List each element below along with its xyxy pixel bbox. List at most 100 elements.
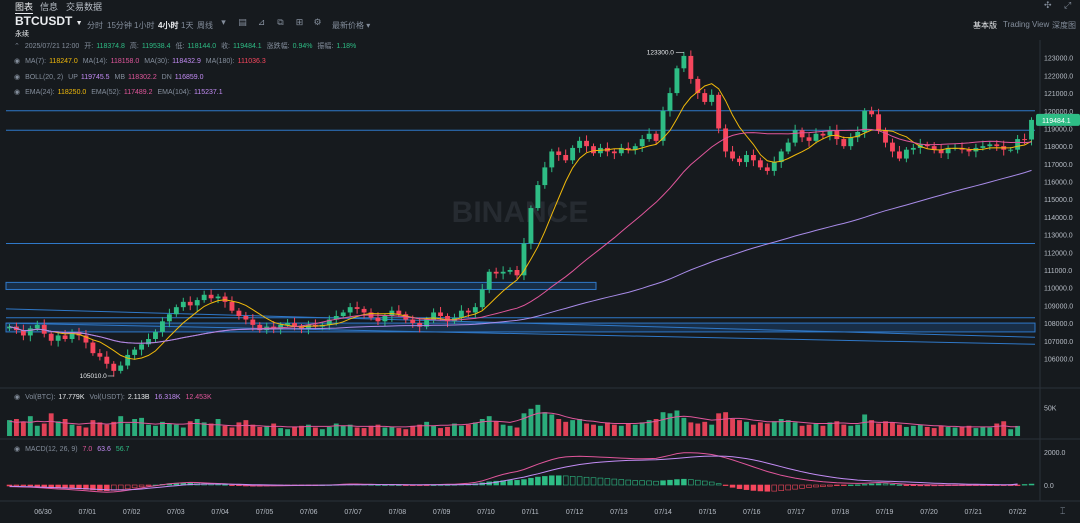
volume-bar	[528, 408, 534, 436]
volume-bar	[236, 422, 242, 436]
macd-bar	[556, 475, 562, 486]
interval-1w[interactable]: 周线	[197, 21, 213, 30]
scale-reset-icon[interactable]: ⌶	[1060, 506, 1066, 516]
candle-type-icon[interactable]: ⧉	[277, 17, 284, 27]
volume-bar	[674, 410, 680, 436]
candle-body	[695, 78, 701, 94]
basic-view-button[interactable]: 基本版	[973, 21, 997, 30]
interval-1h[interactable]: 1小时	[134, 21, 155, 30]
x-tick-label: 07/01	[79, 509, 97, 516]
tab-chart[interactable]: 图表	[15, 2, 34, 14]
symbol-title[interactable]: BTCUSDT ▼	[15, 14, 83, 28]
volume-bar	[1008, 429, 1014, 436]
candle-body	[20, 330, 26, 336]
candle-body	[215, 296, 221, 299]
candle-body	[577, 140, 583, 148]
macd-bar	[34, 484, 41, 487]
candle-body	[764, 167, 770, 171]
candle-body	[354, 307, 360, 309]
candle-body	[778, 151, 784, 163]
x-tick-label: 07/05	[256, 509, 274, 516]
macd-bar	[688, 479, 694, 486]
volume-bar	[452, 423, 457, 436]
fullscreen-icon[interactable]: ⤢	[1064, 0, 1072, 10]
interval-1d[interactable]: 1天	[181, 21, 194, 30]
macd-bar	[841, 484, 847, 486]
candle-body	[785, 142, 791, 152]
y-tick-label: 123000.0	[1044, 56, 1073, 63]
volume-bar	[62, 419, 68, 436]
macd-bar	[896, 484, 903, 486]
chevron-down-icon[interactable]: ▼	[75, 20, 83, 27]
candle-body	[306, 324, 311, 329]
candle-body	[417, 323, 423, 327]
indicator-icon[interactable]: ▤	[238, 17, 247, 27]
volume-bar	[945, 426, 951, 436]
volume-bar	[1001, 421, 1007, 436]
candle-body	[208, 294, 214, 299]
volume-bar	[55, 421, 61, 436]
more-intervals-icon[interactable]: ▾	[221, 17, 226, 27]
candle-body	[584, 140, 589, 147]
macd-bar	[660, 480, 666, 486]
drawing-tools-icon[interactable]: ⊿	[257, 17, 266, 27]
volume-bar	[139, 417, 145, 436]
volume-bar	[166, 423, 172, 436]
macd-bar	[785, 484, 791, 491]
volume-bar	[563, 421, 569, 436]
volume-bar	[632, 424, 638, 436]
macd-legend: ◉ MACD(12, 26, 9) 7.0 63.6 56.7	[14, 446, 130, 453]
eye-icon[interactable]: ◉	[14, 446, 21, 453]
candle-body	[938, 149, 944, 154]
candle-body	[146, 339, 151, 345]
depth-chart-button[interactable]: 深度图	[1052, 21, 1076, 30]
candle-body	[160, 321, 165, 332]
candle-body	[521, 243, 527, 276]
volume-bar	[980, 426, 986, 436]
candle-body	[222, 296, 228, 302]
candle-body	[132, 349, 138, 355]
interval-15m[interactable]: 15分钟	[107, 21, 132, 30]
eye-icon[interactable]: ◉	[14, 74, 21, 81]
macd-bar	[667, 479, 673, 486]
tab-info[interactable]: 信息	[40, 2, 59, 12]
layout-icon[interactable]: ⊞	[295, 17, 304, 27]
y-tick-label: 119000.0	[1044, 126, 1073, 133]
y-tick-label: 108000.0	[1044, 321, 1073, 328]
volume-bar	[910, 425, 916, 436]
candle-body	[55, 335, 61, 341]
volume-bar	[410, 425, 416, 436]
low-price-label: 105010.0	[80, 373, 107, 380]
ma-line-pink	[9, 128, 1032, 344]
candle-body	[48, 333, 54, 341]
price-type-dropdown[interactable]: 最新价格 ▾	[332, 21, 371, 30]
gear-icon[interactable]: ⚙	[313, 17, 322, 27]
interval-4h[interactable]: 4小时	[158, 21, 179, 30]
volume-bar	[306, 424, 311, 436]
tab-trading-data[interactable]: 交易数据	[66, 2, 103, 12]
candle-body	[896, 151, 902, 159]
macd-axis-zero: 0.0	[1044, 483, 1054, 490]
macd-bar	[521, 479, 527, 486]
volume-bar	[757, 422, 763, 436]
eye-icon[interactable]: ◉	[14, 58, 21, 65]
tradingview-button[interactable]: Trading View	[1003, 20, 1050, 29]
y-tick-label: 114000.0	[1044, 215, 1073, 222]
candle-body	[723, 128, 729, 152]
settings-icon[interactable]: ✣	[1044, 0, 1052, 10]
y-tick-label: 118000.0	[1044, 144, 1073, 151]
macd-bar	[549, 475, 555, 486]
collapse-icon[interactable]: ⌃	[14, 43, 20, 50]
volume-bar	[48, 413, 54, 436]
interval-timeline[interactable]: 分时	[87, 21, 103, 30]
eye-icon[interactable]: ◉	[14, 89, 21, 96]
eye-icon[interactable]: ◉	[14, 394, 21, 401]
volume-bar	[83, 427, 89, 436]
candle-body	[667, 93, 673, 111]
candle-body	[653, 133, 659, 141]
candle-body	[618, 147, 624, 154]
volume-bar	[41, 423, 47, 436]
support-zone	[5, 281, 597, 290]
candle-body	[903, 149, 909, 159]
